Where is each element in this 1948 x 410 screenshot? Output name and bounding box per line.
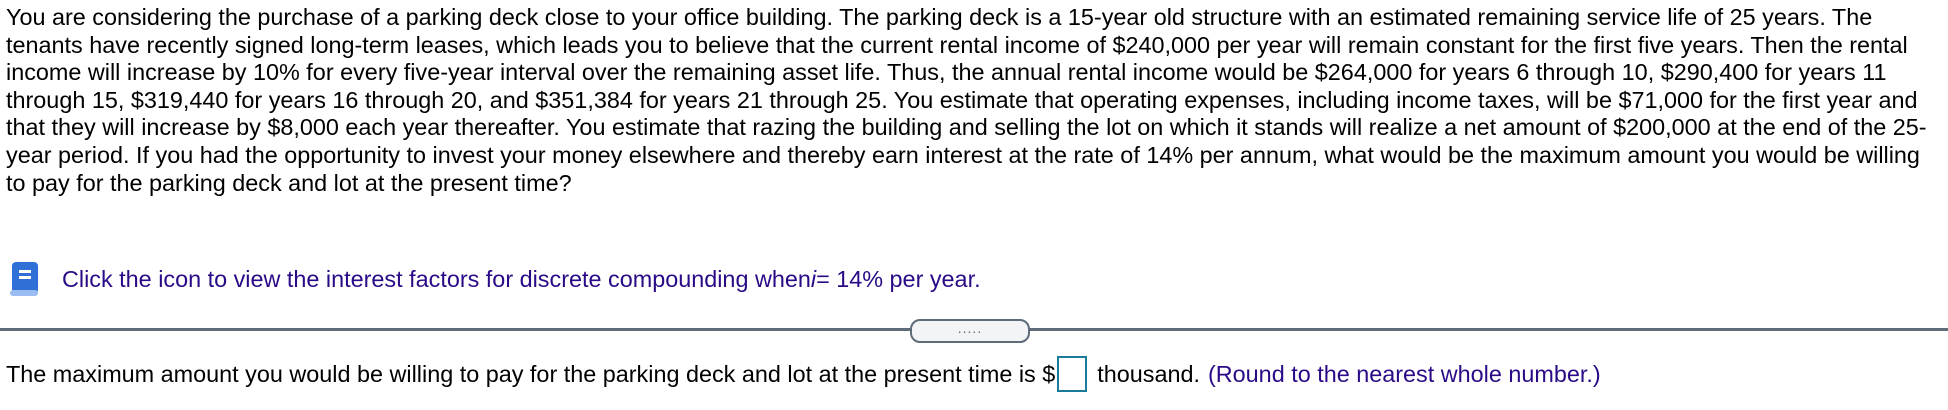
answer-input[interactable] bbox=[1057, 356, 1088, 392]
rounding-note: (Round to the nearest whole number.) bbox=[1207, 360, 1601, 387]
book-icon[interactable] bbox=[8, 260, 42, 298]
answer-line: The maximum amount you would be willing … bbox=[6, 356, 1601, 392]
answer-prefix: The maximum amount you would be willing … bbox=[6, 360, 1056, 387]
problem-statement: You are considering the purchase of a pa… bbox=[6, 4, 1927, 196]
hint-text-before: Click the icon to view the interest fact… bbox=[62, 265, 811, 292]
hint-text-after: = 14% per year. bbox=[816, 265, 981, 292]
interest-factors-link[interactable]: Click the icon to view the interest fact… bbox=[8, 260, 981, 298]
answer-suffix: thousand. bbox=[1097, 360, 1200, 387]
divider-handle[interactable]: ..... bbox=[910, 319, 1030, 343]
hint-variable: i bbox=[810, 265, 817, 292]
